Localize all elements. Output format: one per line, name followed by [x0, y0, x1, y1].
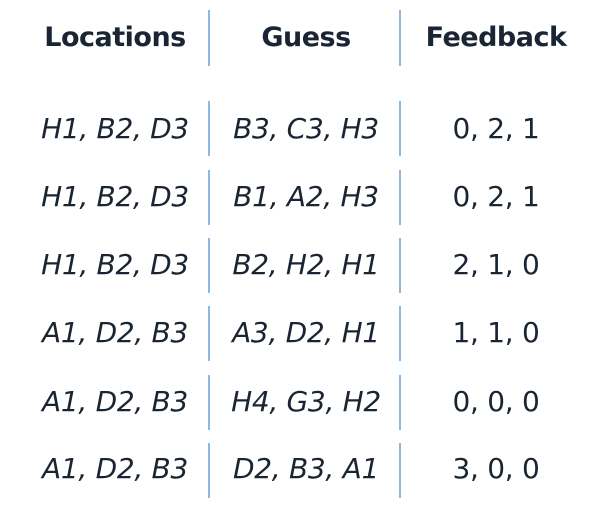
column-divider	[208, 10, 210, 66]
column-divider	[399, 443, 401, 498]
table-cell-feedback: 3, 0, 0	[452, 452, 540, 485]
column-divider	[208, 238, 210, 293]
table-cell-guess: B1, A2, H3	[233, 180, 379, 213]
column-divider	[399, 101, 401, 156]
table-cell-locations: A1, D2, B3	[42, 316, 188, 349]
table-cell-locations: H1, B2, D3	[41, 112, 189, 145]
guess-header: Guess	[261, 22, 351, 53]
column-divider	[399, 170, 401, 225]
column-divider	[399, 10, 401, 66]
column-divider	[399, 306, 401, 361]
table-cell-feedback: 0, 2, 1	[452, 180, 540, 213]
table-cell-locations: H1, B2, D3	[41, 248, 189, 281]
locations-header: Locations	[44, 22, 186, 53]
column-divider	[208, 375, 210, 430]
table-cell-locations: H1, B2, D3	[41, 180, 189, 213]
column-divider	[399, 375, 401, 430]
column-divider	[208, 443, 210, 498]
table-cell-guess: B2, H2, H1	[232, 248, 380, 281]
table-cell-locations: A1, D2, B3	[42, 452, 188, 485]
table-cell-feedback: 1, 1, 0	[452, 316, 540, 349]
table-cell-guess: D2, B3, A1	[233, 452, 379, 485]
table-cell-feedback: 2, 1, 0	[452, 248, 540, 281]
column-divider	[208, 306, 210, 361]
feedback-header: Feedback	[425, 22, 567, 53]
table-cell-guess: H4, G3, H2	[231, 385, 381, 418]
table-cell-feedback: 0, 2, 1	[452, 112, 540, 145]
table-cell-guess: A3, D2, H1	[232, 316, 380, 349]
column-divider	[208, 101, 210, 156]
table-cell-guess: B3, C3, H3	[233, 112, 379, 145]
table-cell-locations: A1, D2, B3	[42, 385, 188, 418]
column-divider	[399, 238, 401, 293]
table-cell-feedback: 0, 0, 0	[452, 385, 540, 418]
column-divider	[208, 170, 210, 225]
